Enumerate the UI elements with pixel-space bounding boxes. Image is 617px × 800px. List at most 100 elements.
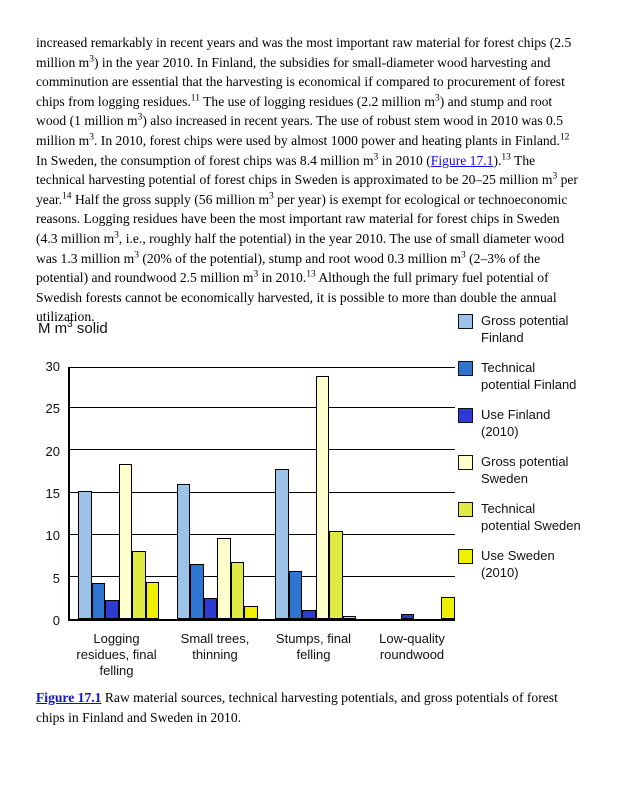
text-run: . In 2010, forest chips were used by alm… (94, 132, 560, 148)
bar-gross-potential-sweden-group1 (118, 464, 132, 619)
superscript: 14 (62, 191, 72, 202)
bar-gross-potential-sweden-group3 (315, 376, 329, 619)
gridline-15 (70, 491, 455, 493)
superscript: 3 (434, 93, 440, 104)
text-run: , i.e., roughly half the potential) in t… (36, 230, 565, 266)
y-tick-label-0: 0 (52, 613, 60, 628)
legend-swatch-icon (458, 408, 473, 423)
x-category-label-2: Small trees, thinning (180, 631, 250, 662)
legend-label: Use Finland (2010) (481, 407, 551, 439)
text-run: Raw material sources, technical harvesti… (36, 690, 558, 725)
text-run: M m (38, 320, 68, 337)
x-category-label-3: Stumps, final felling (275, 631, 352, 662)
legend-item-technical-potential-finland: Technical potential Finland (458, 360, 581, 393)
text-run: in 2010 ( (378, 152, 431, 168)
figure-caption: Figure 17.1 Raw material sources, techni… (36, 688, 584, 727)
superscript: 12 (559, 132, 570, 143)
superscript: 3 (253, 269, 259, 280)
text-run: ). (493, 152, 502, 168)
legend-swatch-icon (458, 314, 473, 329)
legend-item-gross-potential-sweden: Gross potential Sweden (458, 454, 581, 487)
bar-gross-potential-finland-group1 (78, 491, 92, 619)
figure-reference-link[interactable]: Figure 17.1 (430, 152, 494, 168)
legend-label: Technical potential Sweden (481, 501, 581, 533)
y-tick-label-25: 25 (45, 401, 60, 417)
gridline-20 (70, 449, 455, 451)
x-category-label-1: Logging residues, final felling (76, 631, 157, 678)
superscript: 3 (373, 152, 379, 163)
bar-use-finland-2010--group2 (203, 597, 217, 619)
chart-legend: Gross potential Finland Technical potenti… (458, 313, 581, 581)
text-run: In Sweden, the consumption of forest chi… (36, 152, 374, 168)
legend-swatch-icon (458, 549, 473, 564)
text-run: (2–3% of the potential) and roundwood 2.… (36, 250, 541, 286)
y-tick-label-15: 15 (45, 486, 60, 501)
legend-label: Gross potential Sweden (481, 454, 569, 486)
gridline-5 (70, 576, 455, 578)
gridline-25 (70, 406, 455, 408)
y-tick-label-20: 20 (45, 443, 60, 459)
text-run: ) and stump and root wood (1 million m (36, 93, 553, 129)
superscript: 3 (269, 191, 274, 202)
superscript: 3 (552, 171, 558, 182)
legend-label: Gross potential Finland (481, 313, 569, 345)
text-run: ) also increased in recent years. The us… (36, 113, 563, 148)
bar-use-finland-2010--group3 (302, 609, 316, 619)
superscript: 3 (461, 250, 466, 260)
bar-use-sweden-2010--group1 (145, 581, 159, 619)
superscript: 13 (306, 269, 316, 280)
bar-use-sweden-2010--group3 (342, 615, 356, 619)
bar-technical-potential-finland-group1 (91, 582, 105, 619)
text-run: Although the full primary fuel potential… (36, 270, 557, 325)
legend-swatch-icon (458, 502, 473, 517)
x-category-label-4: Low-quality roundwood (379, 631, 445, 662)
bar-technical-potential-sweden-group1 (132, 551, 146, 619)
bar-technical-potential-finland-group2 (190, 563, 204, 619)
chart-plot-area (68, 367, 455, 621)
text-run: in 2010. (258, 270, 307, 286)
text-run: The use of logging residues (2.2 million… (199, 93, 435, 109)
text-run: per year) is exempt for ecological or te… (36, 191, 568, 246)
text-run: ) in the year 2010. In Finland, the subs… (36, 54, 565, 109)
y-tick-label-30: 30 (45, 359, 60, 374)
bar-gross-potential-finland-group3 (275, 469, 289, 619)
superscript: 3 (114, 230, 119, 241)
bar-use-sweden-2010--group4 (441, 597, 455, 619)
bar-technical-potential-finland-group3 (288, 570, 302, 619)
legend-label: Use Sweden (2010) (481, 548, 555, 580)
text-run: increased remarkably in recent years and… (36, 35, 572, 70)
y-tick-label-5: 5 (52, 570, 60, 586)
superscript: 11 (190, 93, 200, 104)
bar-technical-potential-sweden-group3 (329, 530, 343, 619)
superscript: 3 (89, 132, 94, 143)
figure-reference-link[interactable]: Figure 17.1 (36, 690, 102, 705)
gridline-10 (70, 533, 455, 535)
superscript: 13 (501, 152, 511, 163)
legend-item-technical-potential-sweden: Technical potential Sweden (458, 501, 581, 534)
legend-item-use-sweden-2010-: Use Sweden (2010) (458, 548, 581, 581)
legend-label: Technical potential Finland (481, 360, 577, 392)
body-paragraph: increased remarkably in recent years and… (36, 33, 584, 327)
bar-use-sweden-2010--group2 (244, 606, 258, 619)
bar-use-finland-2010--group4 (400, 613, 414, 619)
bar-technical-potential-sweden-group2 (230, 562, 244, 619)
superscript: 3 (137, 112, 143, 123)
superscript: 3 (89, 54, 94, 65)
text-run: solid (72, 320, 108, 337)
text-run: (20% of the potential), stump and root w… (138, 250, 461, 266)
text-run: per year. (36, 172, 578, 207)
bar-gross-potential-sweden-group2 (217, 537, 231, 619)
legend-swatch-icon (458, 361, 473, 376)
chart-y-unit-label: M m3 solid (38, 319, 108, 338)
bar-gross-potential-finland-group2 (176, 483, 190, 619)
legend-swatch-icon (458, 455, 473, 470)
superscript: 3 (134, 250, 139, 260)
superscript: 3 (67, 319, 73, 330)
legend-item-gross-potential-finland: Gross potential Finland (458, 313, 581, 346)
legend-item-use-finland-2010-: Use Finland (2010) (458, 407, 581, 440)
text-run: Half the gross supply (56 million m (71, 191, 270, 207)
y-tick-label-10: 10 (45, 528, 60, 544)
bar-use-finland-2010--group1 (105, 600, 119, 619)
